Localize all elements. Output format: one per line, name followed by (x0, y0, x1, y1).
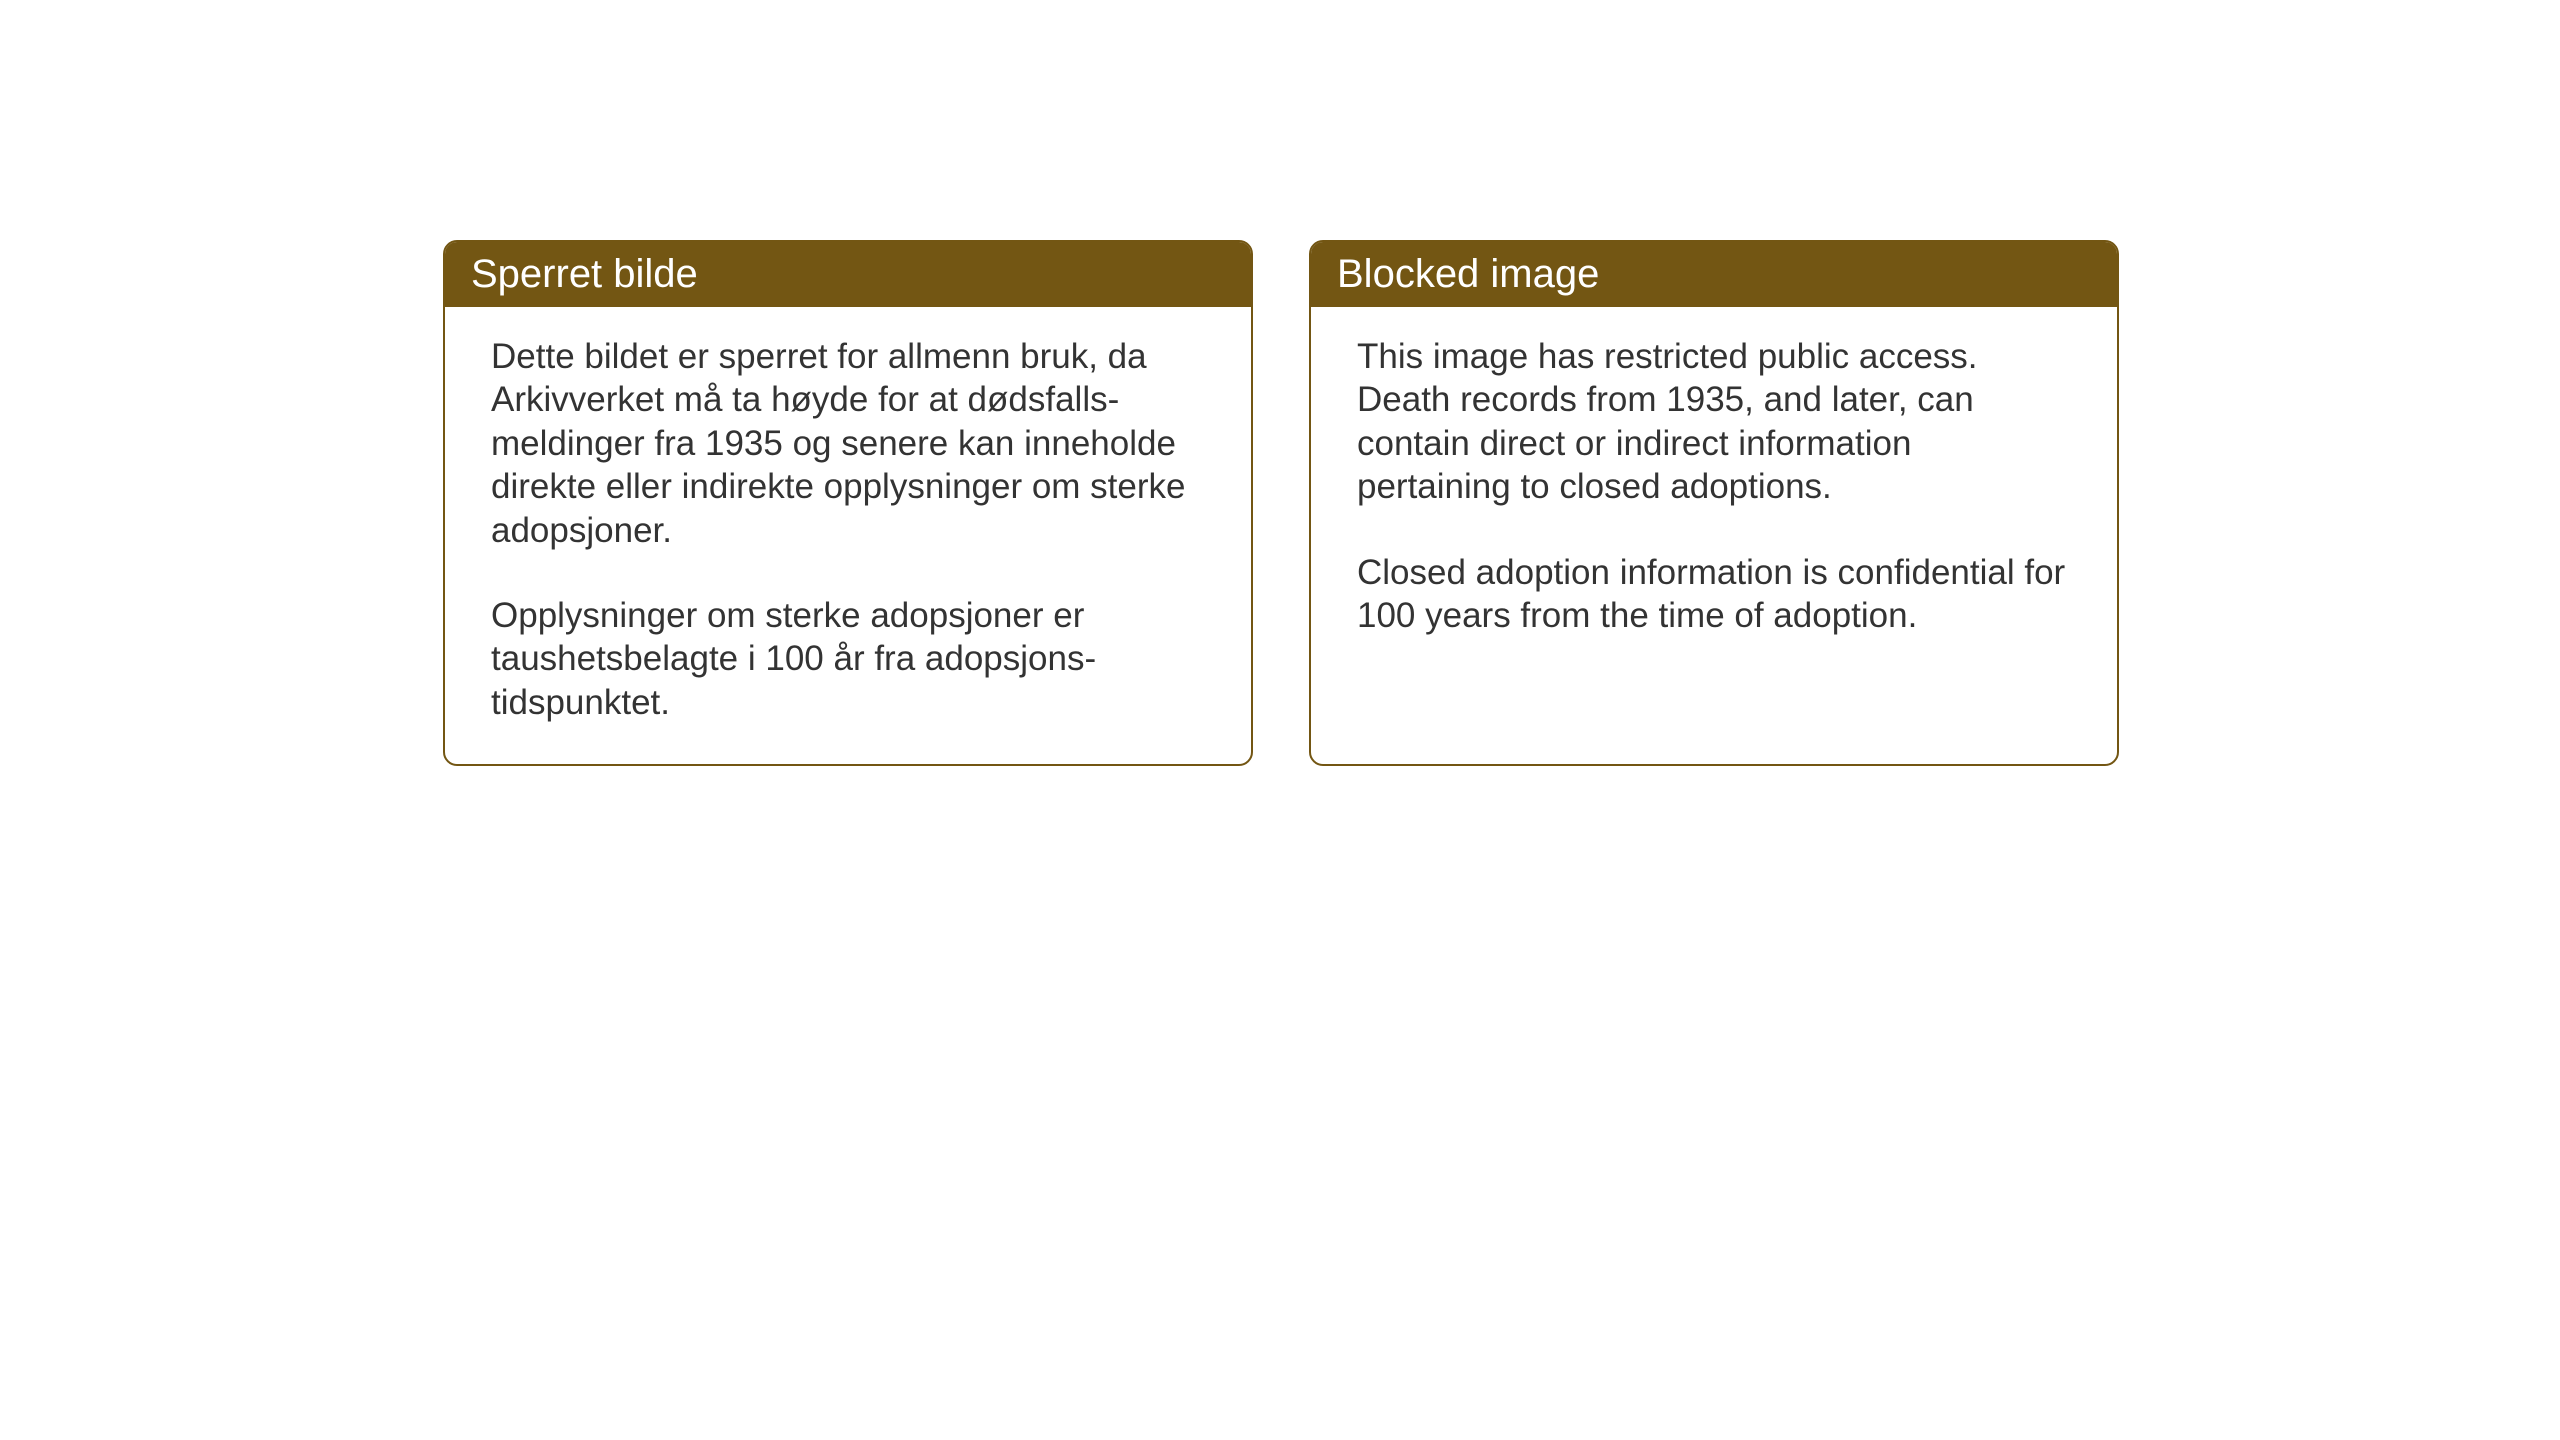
notice-card-english: Blocked image This image has restricted … (1309, 240, 2119, 766)
card-paragraph-2-norwegian: Opplysninger om sterke adopsjoner er tau… (491, 594, 1205, 724)
card-paragraph-2-english: Closed adoption information is confident… (1357, 551, 2071, 638)
card-body-english: This image has restricted public access.… (1311, 307, 2117, 677)
card-body-norwegian: Dette bildet er sperret for allmenn bruk… (445, 307, 1251, 764)
notice-cards-container: Sperret bilde Dette bildet er sperret fo… (443, 240, 2119, 766)
card-paragraph-1-english: This image has restricted public access.… (1357, 335, 2071, 509)
card-header-english: Blocked image (1311, 242, 2117, 307)
card-title-english: Blocked image (1337, 252, 1599, 296)
notice-card-norwegian: Sperret bilde Dette bildet er sperret fo… (443, 240, 1253, 766)
card-header-norwegian: Sperret bilde (445, 242, 1251, 307)
card-title-norwegian: Sperret bilde (471, 252, 698, 296)
card-paragraph-1-norwegian: Dette bildet er sperret for allmenn bruk… (491, 335, 1205, 552)
